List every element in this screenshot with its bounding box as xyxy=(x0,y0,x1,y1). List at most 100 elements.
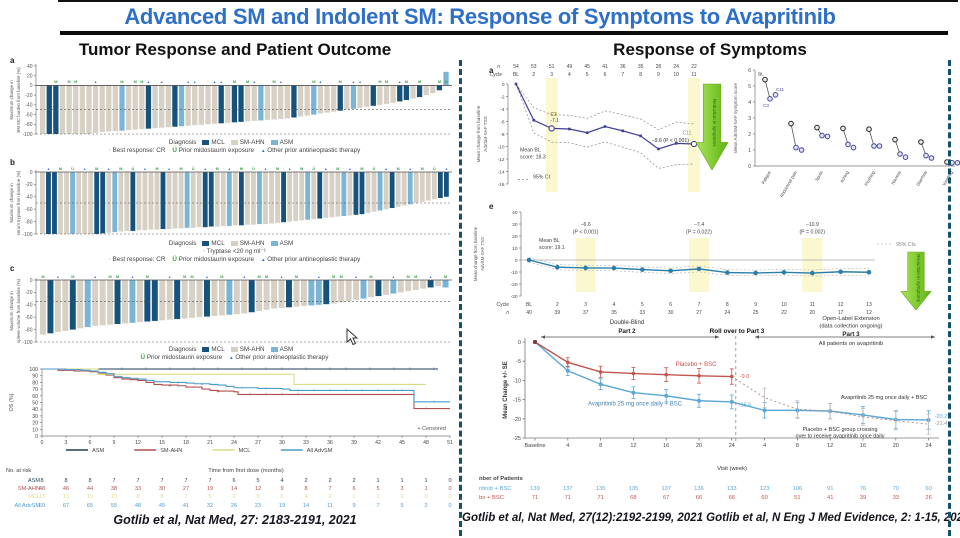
svg-text:+: + xyxy=(313,388,316,394)
bar xyxy=(275,172,280,223)
svg-text:·: · xyxy=(102,166,104,172)
bar xyxy=(382,280,389,295)
bar xyxy=(256,280,263,311)
legend-label: MCL xyxy=(211,346,225,353)
legend-label: ASM xyxy=(279,240,294,247)
bar xyxy=(112,85,119,132)
bar xyxy=(73,85,79,134)
svg-text:Visit (week): Visit (week) xyxy=(717,466,747,472)
bar xyxy=(40,85,46,134)
svg-text:(P < 0.001): (P < 0.001) xyxy=(573,230,599,236)
svg-text:12: 12 xyxy=(630,443,636,449)
bar xyxy=(311,172,317,220)
svg-text:+: + xyxy=(433,399,436,405)
svg-text:+: + xyxy=(361,388,364,394)
svg-text:M: M xyxy=(336,167,339,171)
svg-text:·: · xyxy=(293,79,295,85)
bar xyxy=(112,172,118,233)
svg-text:30: 30 xyxy=(279,440,285,446)
bar xyxy=(435,280,442,287)
bar xyxy=(238,172,244,226)
bar xyxy=(218,85,224,124)
bar xyxy=(364,85,370,107)
svg-text:8: 8 xyxy=(88,478,91,484)
svg-text:▲: ▲ xyxy=(354,275,357,279)
bar xyxy=(192,85,198,126)
bar xyxy=(251,85,257,121)
svg-text:+: + xyxy=(265,392,268,398)
svg-text:1: 1 xyxy=(376,478,379,484)
svg-text:6: 6 xyxy=(232,494,235,500)
open-label-extension-chart: 40 30 20 10 0 -10 -20 -30 −6.6 (P < 0.001) −7.4 (P … xyxy=(473,210,932,316)
svg-text:M: M xyxy=(220,275,223,279)
bar xyxy=(293,280,300,307)
svg-text:6: 6 xyxy=(280,494,283,500)
svg-text:+: + xyxy=(201,382,204,388)
svg-text:M: M xyxy=(360,167,363,171)
bar xyxy=(225,85,231,123)
svg-text:139: 139 xyxy=(530,486,540,492)
svg-text:5: 5 xyxy=(641,302,644,308)
svg-text:M: M xyxy=(233,80,236,84)
bar xyxy=(62,280,69,331)
bar xyxy=(317,172,323,219)
bar xyxy=(341,172,347,217)
bar xyxy=(436,85,443,91)
svg-text:18: 18 xyxy=(183,440,189,446)
bar xyxy=(241,280,248,314)
svg-text:0: 0 xyxy=(30,170,33,176)
bar xyxy=(47,280,54,334)
bar xyxy=(99,280,106,326)
svg-text:+: + xyxy=(145,378,148,384)
svg-text:▲: ▲ xyxy=(220,80,223,84)
svg-text:14: 14 xyxy=(303,503,309,509)
bar xyxy=(437,172,443,199)
svg-text:Flushing: Flushing xyxy=(863,169,876,186)
svg-text:▲: ▲ xyxy=(392,275,395,279)
bar xyxy=(427,280,434,288)
svg-text:▲: ▲ xyxy=(213,80,216,84)
panel-letter-a: a xyxy=(10,56,15,65)
svg-text:-20: -20 xyxy=(511,282,518,288)
svg-text:Ü: Ü xyxy=(373,166,376,171)
bar xyxy=(92,280,99,326)
svg-text:67: 67 xyxy=(663,495,669,501)
bar xyxy=(305,172,311,220)
svg-text:·: · xyxy=(167,79,169,85)
bar xyxy=(232,172,238,226)
svg-text:0: 0 xyxy=(35,434,38,440)
svg-text:(P = 0.022): (P = 0.022) xyxy=(686,230,712,236)
svg-text:M: M xyxy=(378,80,381,84)
bar xyxy=(324,85,330,113)
svg-text:30: 30 xyxy=(668,310,674,316)
bar xyxy=(245,85,251,122)
svg-text:Mean BL: Mean BL xyxy=(520,148,541,154)
svg-text:BM MC burden from baseline (%): BM MC burden from baseline (%) xyxy=(16,67,21,133)
svg-text:Placebo + BSC: Placebo + BSC xyxy=(676,362,718,368)
legend-label: Prior midostaurin exposure xyxy=(178,147,254,154)
bar xyxy=(350,85,357,109)
svg-text:▲: ▲ xyxy=(47,167,50,171)
svg-text:2: 2 xyxy=(748,132,751,138)
svg-text:28: 28 xyxy=(656,64,662,70)
svg-text:6: 6 xyxy=(208,494,211,500)
bar xyxy=(40,172,45,234)
svg-text:2: 2 xyxy=(532,72,535,78)
bar xyxy=(233,280,240,315)
svg-text:-30: -30 xyxy=(511,294,518,300)
svg-text:▲: ▲ xyxy=(143,167,146,171)
svg-text:serum tryptase from baseline (: serum tryptase from baseline (%) xyxy=(16,170,21,235)
svg-text:7: 7 xyxy=(136,478,139,484)
legend-label: SM-AHN xyxy=(239,346,265,353)
svg-text:2: 2 xyxy=(328,494,331,500)
svg-text:ritinib + BSC: ritinib + BSC xyxy=(479,486,511,492)
svg-text:M: M xyxy=(421,167,424,171)
svg-text:60: 60 xyxy=(32,394,38,400)
bar xyxy=(407,172,413,205)
svg-text:+: + xyxy=(281,367,284,373)
svg-text:5: 5 xyxy=(748,84,751,90)
title-rule xyxy=(60,31,948,35)
legend-title: Diagnosis xyxy=(168,139,197,146)
svg-text:7: 7 xyxy=(328,486,331,492)
bar xyxy=(442,280,449,288)
